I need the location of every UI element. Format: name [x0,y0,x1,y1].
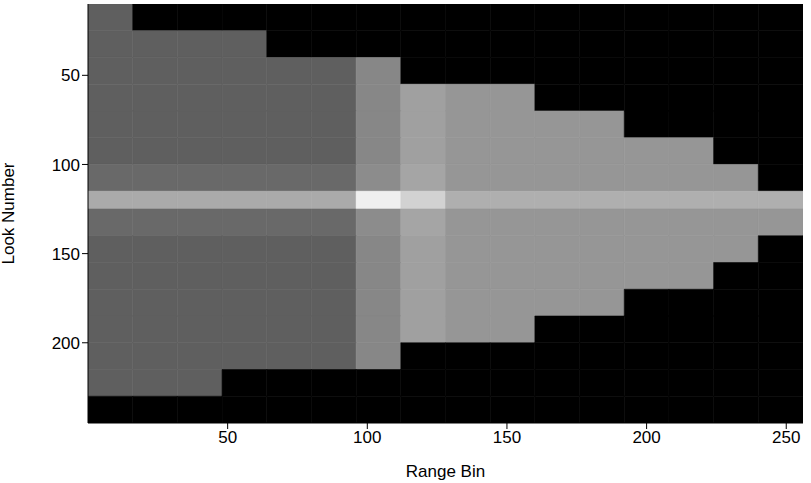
svg-text:250: 250 [772,428,800,447]
svg-text:100: 100 [353,428,381,447]
svg-text:100: 100 [52,156,80,175]
svg-text:200: 200 [52,334,80,353]
svg-text:Range Bin: Range Bin [406,462,485,481]
svg-text:200: 200 [632,428,660,447]
svg-text:Look Number: Look Number [0,162,18,264]
svg-text:50: 50 [218,428,237,447]
svg-text:50: 50 [61,66,80,85]
svg-text:150: 150 [493,428,521,447]
svg-text:150: 150 [52,245,80,264]
